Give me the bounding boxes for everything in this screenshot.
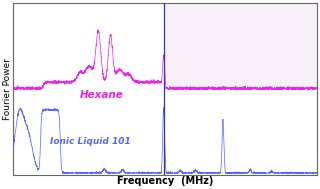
Bar	[164, 3, 317, 90]
X-axis label: Frequency  (MHz): Frequency (MHz)	[117, 176, 213, 186]
Text: Ionic Liquid 101: Ionic Liquid 101	[50, 137, 131, 146]
Y-axis label: Fourier Power: Fourier Power	[3, 58, 12, 120]
Text: Hexane: Hexane	[80, 90, 124, 100]
